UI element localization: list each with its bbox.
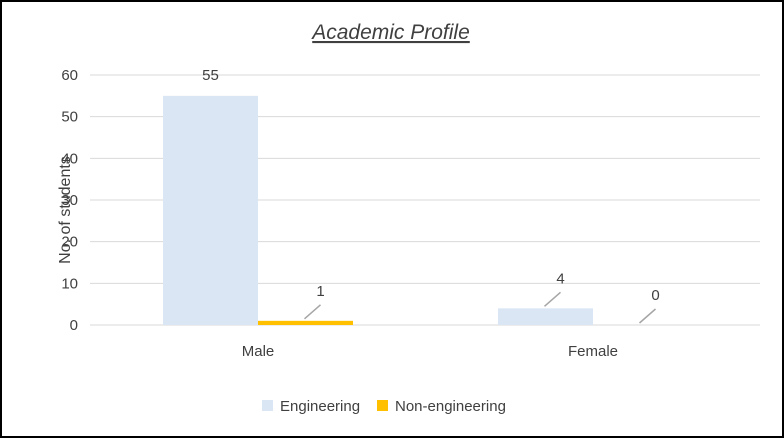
data-label: 55: [202, 67, 219, 84]
y-tick-label: 50: [61, 109, 78, 126]
y-tick-label: 0: [70, 317, 78, 334]
bar-series: [163, 95, 593, 325]
data-label-leader: [304, 304, 321, 320]
data-label: 0: [651, 287, 659, 304]
legend-swatch: [262, 400, 273, 411]
y-tick-label: 40: [61, 150, 78, 167]
data-label-leader: [639, 308, 656, 324]
bar-engineering-male: [163, 95, 258, 325]
y-tick-label: 20: [61, 234, 78, 251]
legend-label: Non-engineering: [395, 398, 506, 415]
y-axis-title: No. of students: [57, 156, 74, 264]
bar-non-engineering-male: [258, 320, 353, 325]
legend-label: Engineering: [280, 398, 360, 415]
chart-title: Academic Profile: [310, 21, 470, 44]
category-axis: Male Female: [242, 343, 618, 360]
y-axis-ticks: 0 10 20 30 40 50 60: [61, 67, 78, 334]
category-label: Female: [568, 343, 618, 360]
data-labels: 55 4 1 0: [202, 67, 660, 324]
category-label: Male: [242, 343, 275, 360]
bar-engineering-female: [498, 308, 593, 325]
data-label: 4: [556, 270, 564, 287]
y-tick-label: 30: [61, 192, 78, 209]
y-tick-label: 60: [61, 67, 78, 84]
legend-swatch: [377, 400, 388, 411]
legend: Engineering Non-engineering: [262, 398, 506, 415]
data-label: 1: [316, 283, 324, 300]
y-tick-label: 10: [61, 275, 78, 292]
data-label-leader: [544, 291, 561, 307]
